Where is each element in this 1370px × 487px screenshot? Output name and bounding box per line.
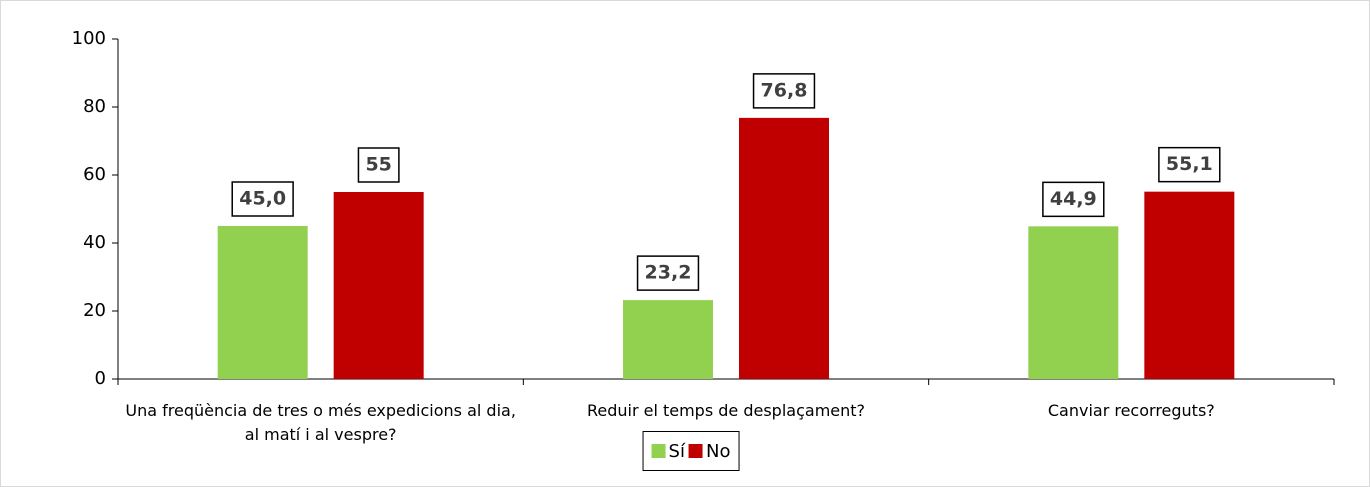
data-label-text: 44,9 xyxy=(1050,188,1097,210)
bar xyxy=(333,192,424,379)
legend-item: Sí xyxy=(651,440,685,462)
bar xyxy=(217,226,308,379)
x-tick-label: Una freqüència de tres o més expedicions… xyxy=(125,401,516,444)
data-label-text: 55 xyxy=(365,154,391,176)
data-label-box xyxy=(1042,181,1105,218)
data-label-box xyxy=(231,181,294,217)
legend: Sí No xyxy=(642,431,740,471)
y-tick-label: 20 xyxy=(83,300,106,321)
data-label: 76,8 xyxy=(752,73,816,109)
legend-item: No xyxy=(688,440,731,462)
bar xyxy=(623,300,713,379)
legend-label: Sí xyxy=(668,440,685,462)
data-label-text: 55,1 xyxy=(1166,153,1213,175)
data-label-text: 76,8 xyxy=(761,79,808,101)
data-label-text: 23,2 xyxy=(645,262,692,284)
data-label: 55 xyxy=(357,147,400,183)
x-tick-label: Reduir el temps de desplaçament? xyxy=(586,401,866,420)
data-label: 44,9 xyxy=(1042,181,1105,218)
y-tick-label: 80 xyxy=(83,96,106,117)
legend-swatch xyxy=(688,444,703,458)
bar xyxy=(739,117,829,379)
legend-label: No xyxy=(705,440,731,462)
data-label: 55,1 xyxy=(1158,146,1221,183)
data-label-box xyxy=(1158,146,1221,183)
bar xyxy=(1028,226,1119,379)
data-label-box xyxy=(357,147,400,183)
bar xyxy=(1144,191,1235,379)
y-tick-label: 100 xyxy=(72,28,106,49)
data-label: 23,2 xyxy=(636,255,700,291)
y-tick-label: 0 xyxy=(95,368,106,389)
y-tick-label: 40 xyxy=(83,232,106,253)
data-label-box xyxy=(752,73,816,109)
y-tick-label: 60 xyxy=(83,164,106,185)
data-label-text: 45,0 xyxy=(239,188,286,210)
x-tick-label: Canviar recorreguts? xyxy=(1047,401,1215,420)
legend-swatch xyxy=(651,444,666,458)
data-label-box xyxy=(636,255,700,291)
data-label: 45,0 xyxy=(231,181,294,217)
